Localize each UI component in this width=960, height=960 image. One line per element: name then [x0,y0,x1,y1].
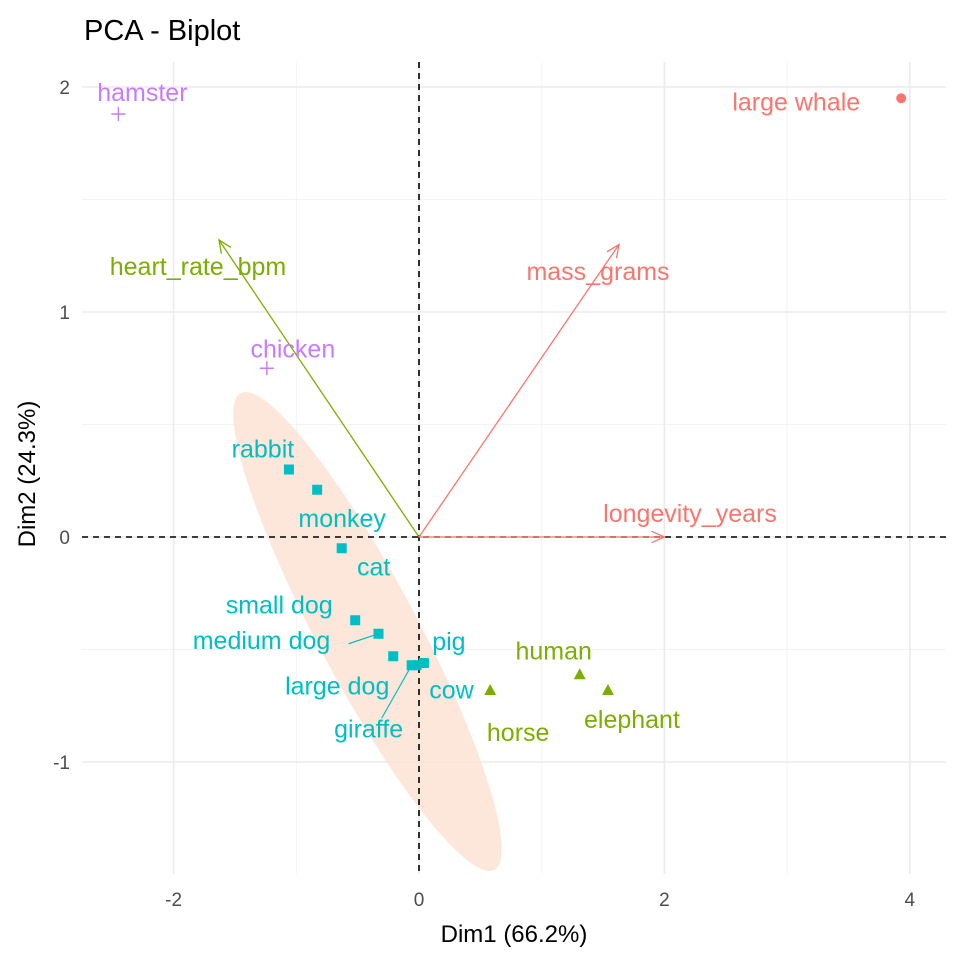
x-tick-label: 2 [659,890,670,911]
point-label: chicken [250,335,335,363]
point-label: hamster [97,79,187,107]
y-tick-label: 2 [59,78,70,99]
variable-label: heart_rate_bpm [110,253,287,281]
data-point [388,651,399,662]
point-label: elephant [584,706,680,734]
point-label: monkey [298,505,386,533]
data-point [259,361,274,376]
y-axis-title: Dim2 (24.3%) [14,401,41,548]
data-point [312,484,323,495]
data-point [283,464,294,475]
data-point [350,615,361,626]
point-label: large whale [732,88,860,116]
label-leader-line [348,633,379,645]
x-axis-title: Dim1 (66.2%) [441,921,588,948]
data-point [336,543,347,554]
data-point [573,668,586,680]
confidence-ellipse-layer [233,391,502,872]
point-label: giraffe [334,715,403,743]
data-point [111,107,126,121]
variable-arrow-head [606,243,620,259]
x-tick-label: -2 [165,890,182,911]
variable-arrow-head [651,530,666,544]
data-point [484,684,497,695]
variable-arrow-head [218,238,232,254]
x-tick-label: 4 [905,890,916,911]
variable-arrow [218,239,420,538]
plot-grid [82,62,946,874]
point-labels: heart_rate_bpm mass_gramslongevity_yearsl… [97,79,860,747]
tick-labels: -2 0 2 4 -1 0 1 2 [53,78,915,911]
label-leader-line [381,664,413,719]
point-label: pig [432,628,465,656]
data-point [411,660,422,671]
point-label: medium dog [193,627,331,655]
variable-arrows [218,238,666,544]
point-label: horse [487,719,550,747]
point-label: rabbit [232,436,295,464]
data-point [896,93,907,104]
confidence-ellipse [233,391,502,872]
variable-label: mass_grams [526,258,669,286]
point-label: cow [429,676,474,704]
y-tick-label: -1 [53,753,70,774]
reference-lines [82,62,946,874]
data-point [601,684,614,695]
point-label: large dog [285,672,389,700]
point-label: human [516,637,592,665]
data-point [418,658,429,668]
x-tick-label: 0 [414,890,425,911]
y-tick-label: 0 [59,528,70,549]
y-tick-label: 1 [59,303,70,324]
variable-label: longevity_years [603,500,777,528]
point-label: small dog [226,591,333,619]
variable-arrow [418,244,620,538]
point-label: cat [357,553,390,581]
chart-title: PCA - Biplot [84,15,240,47]
